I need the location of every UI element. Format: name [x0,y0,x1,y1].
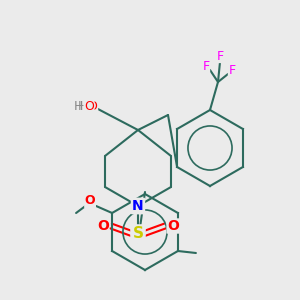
Text: N: N [132,199,144,213]
Text: F: F [228,64,236,76]
Text: O: O [87,100,97,112]
Text: F: F [216,50,224,62]
Text: F: F [202,59,210,73]
Text: O: O [84,100,94,113]
Text: O: O [167,219,179,233]
Text: S: S [133,226,143,242]
Text: O: O [85,194,95,208]
Text: H: H [77,100,87,112]
Text: H: H [73,100,83,113]
Text: O: O [97,219,109,233]
